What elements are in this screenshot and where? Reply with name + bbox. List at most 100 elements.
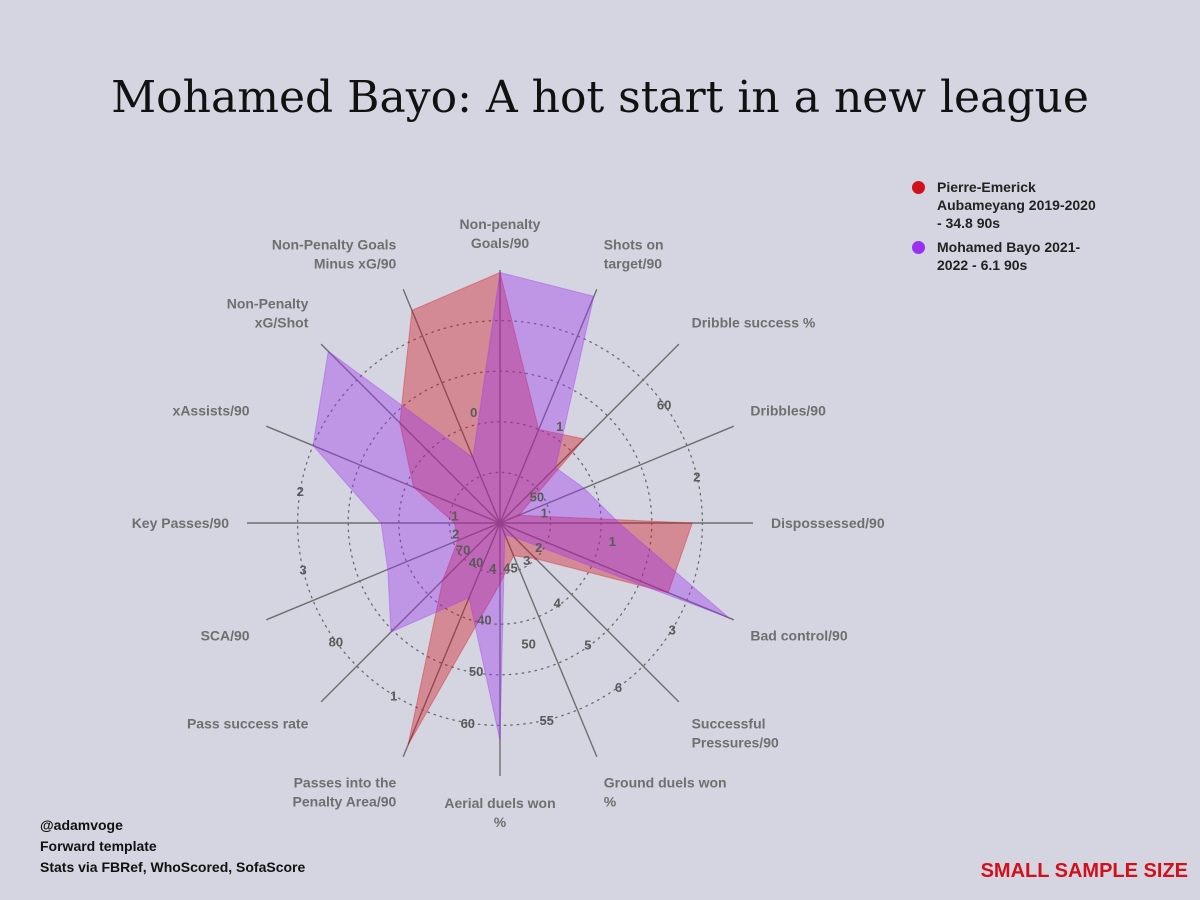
axis-label-line: Penalty Area/90	[293, 793, 397, 809]
axis-label: Dribbles/90	[750, 402, 826, 418]
axis-label: SCA/90	[201, 628, 250, 644]
axis-label-line: Passes into the	[294, 774, 397, 790]
series-polygon-1	[312, 271, 730, 741]
axis-label: Bad control/90	[750, 628, 847, 644]
legend-label: Mohamed Bayo 2021-2022 - 6.1 90s	[937, 239, 1081, 273]
tick-label: 3	[523, 553, 530, 568]
axis-label: Successful Pressures/90	[692, 716, 779, 751]
tick-label: 60	[461, 716, 475, 731]
credit-template: Forward template	[40, 838, 157, 854]
tick-label: 50	[521, 637, 535, 652]
tick-label: 50	[530, 489, 544, 504]
tick-label: 2	[693, 469, 700, 484]
legend-label: Pierre-Emerick Aubameyang 2019-2020 - 34…	[937, 179, 1096, 231]
axis-label-line: Dribbles/90	[750, 402, 826, 418]
axis-label-line: xAssists/90	[173, 402, 250, 418]
axis-label: Non-Penalty xG/Shot	[227, 295, 309, 330]
legend-dot-icon	[912, 181, 925, 194]
tick-label: 1	[541, 506, 548, 521]
axis-line	[320, 522, 501, 703]
axis-label: Dribble success %	[692, 314, 816, 330]
axis-label: Key Passes/90	[132, 515, 230, 531]
legend-item-bayo[interactable]: Mohamed Bayo 2021-2022 - 6.1 90s	[912, 238, 1102, 274]
tick-label: 40	[477, 613, 491, 628]
axis-label: Dispossessed/90	[771, 515, 885, 531]
tick-label: 3	[669, 622, 676, 637]
legend-item-aubameyang[interactable]: Pierre-Emerick Aubameyang 2019-2020 - 34…	[912, 178, 1102, 232]
axis-label-line: Aerial duels won	[444, 795, 555, 811]
tick-label: 0	[470, 405, 477, 420]
axis-label: Passes into the Penalty Area/90	[293, 774, 397, 809]
axis-label-line: Ground duels won	[604, 774, 727, 790]
tick-label: 60	[657, 398, 671, 413]
sample-size-warning: SMALL SAMPLE SIZE	[980, 860, 1188, 882]
tick-label: 2	[452, 527, 459, 542]
tick-label: 55	[539, 713, 553, 728]
axis-label-line: Dribble success %	[692, 314, 816, 330]
radar-series	[312, 271, 730, 746]
axis-label: Shots on target/90	[604, 237, 664, 272]
axis-label-line: Minus xG/90	[314, 256, 397, 272]
tick-label: 4	[489, 561, 497, 576]
tick-label: 1	[556, 419, 563, 434]
axis-line	[499, 522, 598, 758]
tick-label: 70	[456, 543, 470, 558]
tick-label: 1	[390, 688, 397, 703]
axis-line	[499, 522, 680, 703]
axis-label-line: SCA/90	[201, 628, 250, 644]
axis-label-line: Dispossessed/90	[771, 515, 885, 531]
axis-label: Ground duels won%	[604, 774, 727, 809]
axis-line	[320, 343, 501, 524]
axis-label-line: Non-Penalty	[227, 295, 309, 311]
series-polygon-0	[399, 271, 693, 746]
radar-axes	[247, 270, 753, 776]
tick-label: 40	[469, 555, 483, 570]
credit-sources: Stats via FBRef, WhoScored, SofaScore	[40, 859, 306, 875]
axis-label-line: Key Passes/90	[132, 515, 230, 531]
credits: @adamvoge Forward template Stats via FBR…	[40, 815, 305, 878]
tick-label: 4	[554, 595, 562, 610]
axis-label-line: Goals/90	[471, 235, 530, 251]
legend-dot-icon	[912, 241, 925, 254]
axis-line	[499, 522, 735, 621]
axis-label-line: Pressures/90	[692, 735, 779, 751]
tick-label: 50	[469, 664, 483, 679]
chart-title: Mohamed Bayo: A hot start in a new leagu…	[111, 72, 1089, 123]
axis-line	[265, 522, 501, 621]
tick-label: 6	[615, 680, 622, 695]
legend: Pierre-Emerick Aubameyang 2019-2020 - 34…	[912, 178, 1102, 280]
axis-line	[499, 288, 598, 524]
tick-label: 80	[329, 635, 343, 650]
axis-label-line: xG/Shot	[255, 314, 309, 330]
axis-label: xAssists/90	[173, 402, 250, 418]
axis-line	[499, 425, 735, 524]
radar-axis-labels: Non-penalty Goals/90 Shots on target/90 Drib…	[132, 216, 885, 830]
tick-label: 2	[535, 540, 542, 555]
tick-label: 2	[297, 484, 304, 499]
axis-label-line: Successful	[692, 716, 766, 732]
axis-label: Pass success rate	[187, 716, 309, 732]
axis-label-line: Bad control/90	[750, 628, 847, 644]
tick-label: 3	[299, 563, 306, 578]
tick-label: 1	[451, 509, 458, 524]
axis-label-line: Pass success rate	[187, 716, 309, 732]
axis-line	[499, 343, 680, 524]
credit-author: @adamvoge	[40, 817, 123, 833]
axis-label-line: %	[604, 793, 617, 809]
axis-line	[402, 522, 501, 758]
tick-label: 5	[584, 638, 591, 653]
axis-label: Non-Penalty Goals Minus xG/90	[272, 237, 397, 272]
tick-label: 1	[609, 534, 616, 549]
axis-line	[265, 425, 501, 524]
tick-label: 45	[503, 560, 517, 575]
axis-label-line: %	[494, 814, 507, 830]
axis-label-line: Non-Penalty Goals	[272, 237, 397, 253]
axis-label: Non-penalty Goals/90	[460, 216, 541, 251]
axis-label: Aerial duels won%	[444, 795, 555, 830]
axis-label-line: Shots on	[604, 237, 664, 253]
axis-line	[402, 288, 501, 524]
axis-label-line: target/90	[604, 256, 663, 272]
axis-label-line: Non-penalty	[460, 216, 541, 232]
